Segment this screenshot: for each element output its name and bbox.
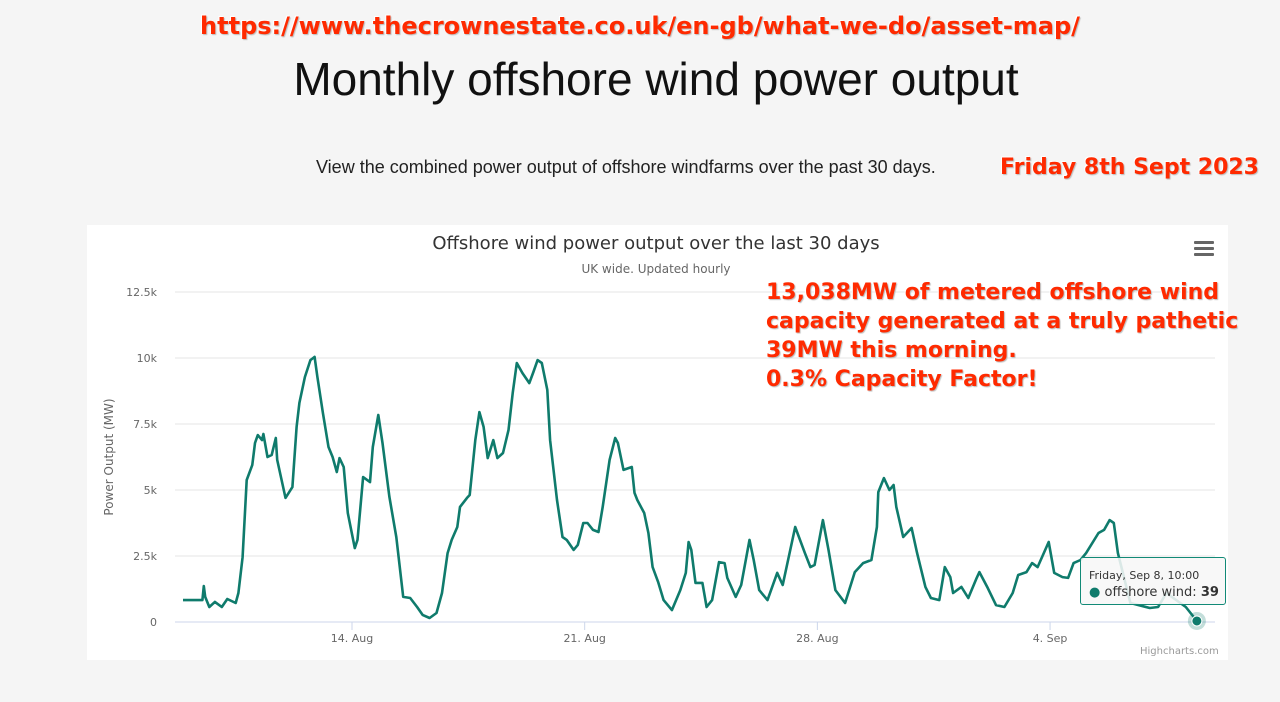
data-point-marker	[1191, 615, 1203, 627]
page-heading: Monthly offshore wind power output	[293, 53, 1019, 105]
y-tick-label: 5k	[144, 484, 158, 497]
tooltip-value: 39	[1200, 585, 1219, 600]
y-tick-label: 2.5k	[133, 550, 157, 563]
y-tick-label: 7.5k	[133, 418, 157, 431]
comment-line: capacity generated at a truly pathetic	[766, 309, 1239, 334]
page-subheading: View the combined power output of offsho…	[316, 157, 936, 177]
chart-title: Offshore wind power output over the last…	[432, 233, 880, 254]
y-tick-label: 0	[150, 616, 157, 629]
y-tick-label: 12.5k	[126, 286, 157, 299]
date-annotation: Friday 8th Sept 2023	[1000, 155, 1259, 180]
tooltip-date: Friday, Sep 8, 10:00	[1089, 569, 1200, 582]
chart-subtitle: UK wide. Updated hourly	[581, 262, 731, 276]
comment-annotation: 13,038MW of metered offshore wind capaci…	[766, 278, 1238, 394]
y-tick-label: 10k	[137, 352, 158, 365]
series-dot-icon: ●	[1089, 585, 1101, 600]
x-tick-label: 21. Aug	[563, 632, 605, 645]
hamburger-menu-icon[interactable]	[1194, 241, 1214, 257]
source-url-annotation: https://www.thecrownestate.co.uk/en-gb/w…	[200, 12, 1080, 40]
y-axis-label: Power Output (MW)	[102, 398, 116, 515]
chart-tooltip: Friday, Sep 8, 10:00 ● offshore wind: 39	[1080, 557, 1226, 605]
comment-line: 39MW this morning.	[766, 338, 1017, 363]
x-tick-label: 4. Sep	[1033, 632, 1068, 645]
tooltip-series: offshore wind	[1104, 585, 1193, 600]
highcharts-credits-link[interactable]: Highcharts.com	[1140, 646, 1219, 657]
series-line-offshore-wind	[183, 355, 1198, 622]
x-tick-label: 14. Aug	[331, 632, 373, 645]
tooltip-value-row: ● offshore wind: 39	[1089, 585, 1219, 600]
comment-line: 0.3% Capacity Factor!	[766, 367, 1038, 392]
x-tick-label: 28. Aug	[796, 632, 838, 645]
comment-line: 13,038MW of metered offshore wind	[766, 280, 1220, 305]
